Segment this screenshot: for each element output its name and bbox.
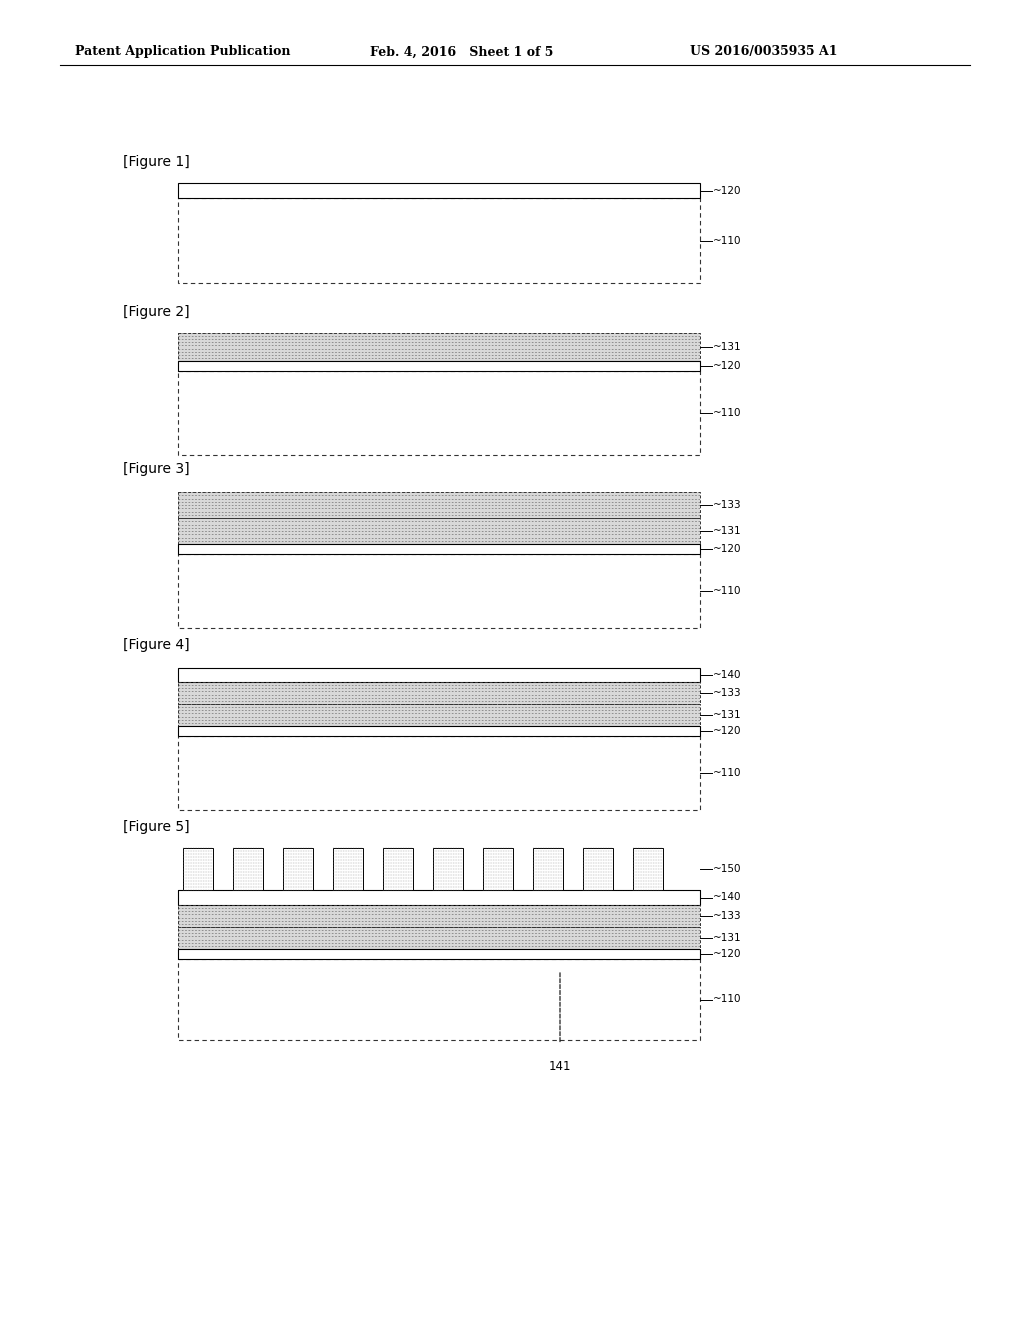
Text: [Figure 2]: [Figure 2] xyxy=(123,305,189,319)
Text: ~131: ~131 xyxy=(713,933,741,942)
Text: ~140: ~140 xyxy=(713,892,741,903)
Bar xyxy=(178,517,700,544)
Text: ~120: ~120 xyxy=(713,360,741,371)
Text: ~120: ~120 xyxy=(713,726,741,737)
Bar xyxy=(178,492,700,517)
Text: ~131: ~131 xyxy=(713,525,741,536)
Text: ~120: ~120 xyxy=(713,949,741,960)
Bar xyxy=(178,668,700,682)
Text: ~120: ~120 xyxy=(713,186,741,195)
Bar xyxy=(178,704,700,726)
Text: ~150: ~150 xyxy=(713,865,741,874)
Bar xyxy=(233,847,263,890)
Text: Patent Application Publication: Patent Application Publication xyxy=(75,45,291,58)
Text: ~110: ~110 xyxy=(713,768,741,777)
Bar xyxy=(178,682,700,704)
Bar xyxy=(178,726,700,737)
Text: ~133: ~133 xyxy=(713,911,741,921)
Text: ~110: ~110 xyxy=(713,235,741,246)
Text: [Figure 5]: [Figure 5] xyxy=(123,820,189,834)
Text: ~110: ~110 xyxy=(713,408,741,418)
Text: [Figure 3]: [Figure 3] xyxy=(123,462,189,477)
Text: ~140: ~140 xyxy=(713,671,741,680)
Bar xyxy=(178,949,700,960)
Text: ~133: ~133 xyxy=(713,500,741,510)
Bar xyxy=(433,847,463,890)
Bar xyxy=(178,360,700,371)
Bar xyxy=(483,847,513,890)
Text: ~120: ~120 xyxy=(713,544,741,554)
Text: ~131: ~131 xyxy=(713,342,741,352)
Text: US 2016/0035935 A1: US 2016/0035935 A1 xyxy=(690,45,838,58)
Text: ~131: ~131 xyxy=(713,710,741,719)
Bar xyxy=(178,492,700,517)
Bar xyxy=(178,554,700,628)
Bar xyxy=(178,517,700,544)
Text: ~110: ~110 xyxy=(713,586,741,597)
Bar xyxy=(178,906,700,927)
Bar xyxy=(178,960,700,1040)
Bar xyxy=(583,847,613,890)
Bar xyxy=(178,333,700,360)
Bar xyxy=(333,847,362,890)
Bar xyxy=(283,847,313,890)
Bar xyxy=(178,890,700,906)
Text: ~133: ~133 xyxy=(713,688,741,698)
Bar xyxy=(178,704,700,726)
Bar xyxy=(178,544,700,554)
Text: [Figure 4]: [Figure 4] xyxy=(123,638,189,652)
Bar xyxy=(183,847,213,890)
Bar xyxy=(633,847,663,890)
Text: 141: 141 xyxy=(549,1060,571,1073)
Bar xyxy=(178,333,700,360)
Bar xyxy=(178,198,700,282)
Bar xyxy=(178,371,700,455)
Bar xyxy=(178,682,700,704)
Bar xyxy=(178,927,700,949)
Bar xyxy=(178,183,700,198)
Bar xyxy=(383,847,413,890)
Bar xyxy=(178,906,700,927)
Text: ~110: ~110 xyxy=(713,994,741,1005)
Bar xyxy=(178,927,700,949)
Text: [Figure 1]: [Figure 1] xyxy=(123,154,189,169)
Bar xyxy=(178,737,700,810)
Bar xyxy=(534,847,563,890)
Text: Feb. 4, 2016   Sheet 1 of 5: Feb. 4, 2016 Sheet 1 of 5 xyxy=(370,45,553,58)
